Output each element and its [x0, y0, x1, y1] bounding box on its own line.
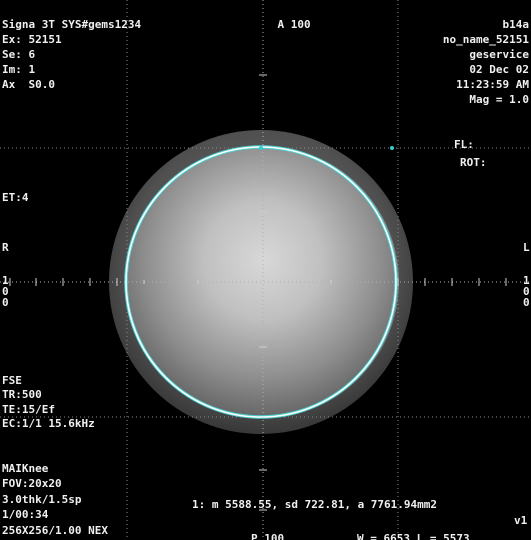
coil-name: MAIKnee — [2, 461, 49, 475]
sequence-parameters: FSE TR:500 TE:15/Ef EC:1/1 15.6kHz — [2, 359, 95, 432]
left-scale-1: 1 — [2, 274, 9, 287]
window-level: W = 6653 L = 5573 — [357, 532, 470, 540]
exam-number: Ex: 52151 — [2, 33, 62, 46]
slice-thickness: 3.0thk/1.5sp — [2, 492, 82, 506]
version-label: v1 — [514, 514, 528, 527]
rot-label: ROT: — [460, 156, 487, 169]
left-scale: 1 0 0 — [2, 264, 9, 308]
patient-id: b14a — [502, 18, 530, 31]
top-orientation: A 100 — [251, 2, 311, 47]
left-orientation-label: L — [523, 241, 530, 254]
right-scale-3: 0 — [523, 296, 530, 309]
right-scale-2: 0 — [523, 285, 530, 298]
scan-duration: 1/00:34 — [2, 508, 49, 521]
right-scale: 1 0 0 — [523, 264, 530, 308]
series-number: Se: 6 — [2, 48, 36, 61]
top-left-annotations: Signa 3T SYS#gems1234 Ex: 52151 Se: 6 Im… — [2, 2, 141, 92]
fl-label: FL: — [454, 138, 474, 151]
scan-time: 11:23:59 AM — [456, 78, 529, 91]
acquisition-parameters: MAIKnee FOV:20x20 3.0thk/1.5sp 1/00:34 2… — [2, 445, 108, 538]
system-label: Signa 3T SYS#gems1234 — [2, 18, 142, 31]
slice-location: Ax S0.0 — [2, 78, 55, 91]
matrix-nex: 256X256/1.00 NEX — [2, 523, 108, 537]
echo-count-bandwidth: EC:1/1 15.6kHz — [2, 417, 95, 430]
right-orientation-label: R — [2, 241, 9, 254]
top-right-annotations: b14a no_name_52151 geservice 02 Dec 02 1… — [443, 2, 529, 107]
phantom-disk — [127, 146, 399, 418]
crosshair-ticks — [9, 74, 507, 511]
anterior-label: A 100 — [277, 18, 311, 31]
image-number: Im: 1 — [2, 63, 36, 76]
repetition-time: TR:500 — [2, 388, 42, 401]
pulse-sequence: FSE — [2, 373, 22, 387]
echo-time: TE:15/Ef — [2, 402, 55, 416]
echo-train-label: ET:4 — [2, 191, 29, 204]
left-scale-3: 0 — [2, 296, 9, 309]
posterior-label: P 100 — [251, 532, 285, 540]
scan-date: 02 Dec 02 — [469, 63, 529, 76]
roi-handle-top[interactable] — [259, 146, 263, 150]
cursor-dot — [390, 146, 394, 150]
left-scale-2: 0 — [2, 285, 9, 298]
right-scale-1: 1 — [523, 274, 530, 287]
patient-name: no_name_52151 — [442, 33, 529, 46]
field-of-view: FOV:20x20 — [2, 477, 62, 490]
magnification: Mag = 1.0 — [469, 93, 529, 106]
site-name: geservice — [469, 48, 529, 61]
roi-statistics: 1: m 5588.55, sd 722.81, a 7761.94mm2 — [192, 498, 438, 511]
